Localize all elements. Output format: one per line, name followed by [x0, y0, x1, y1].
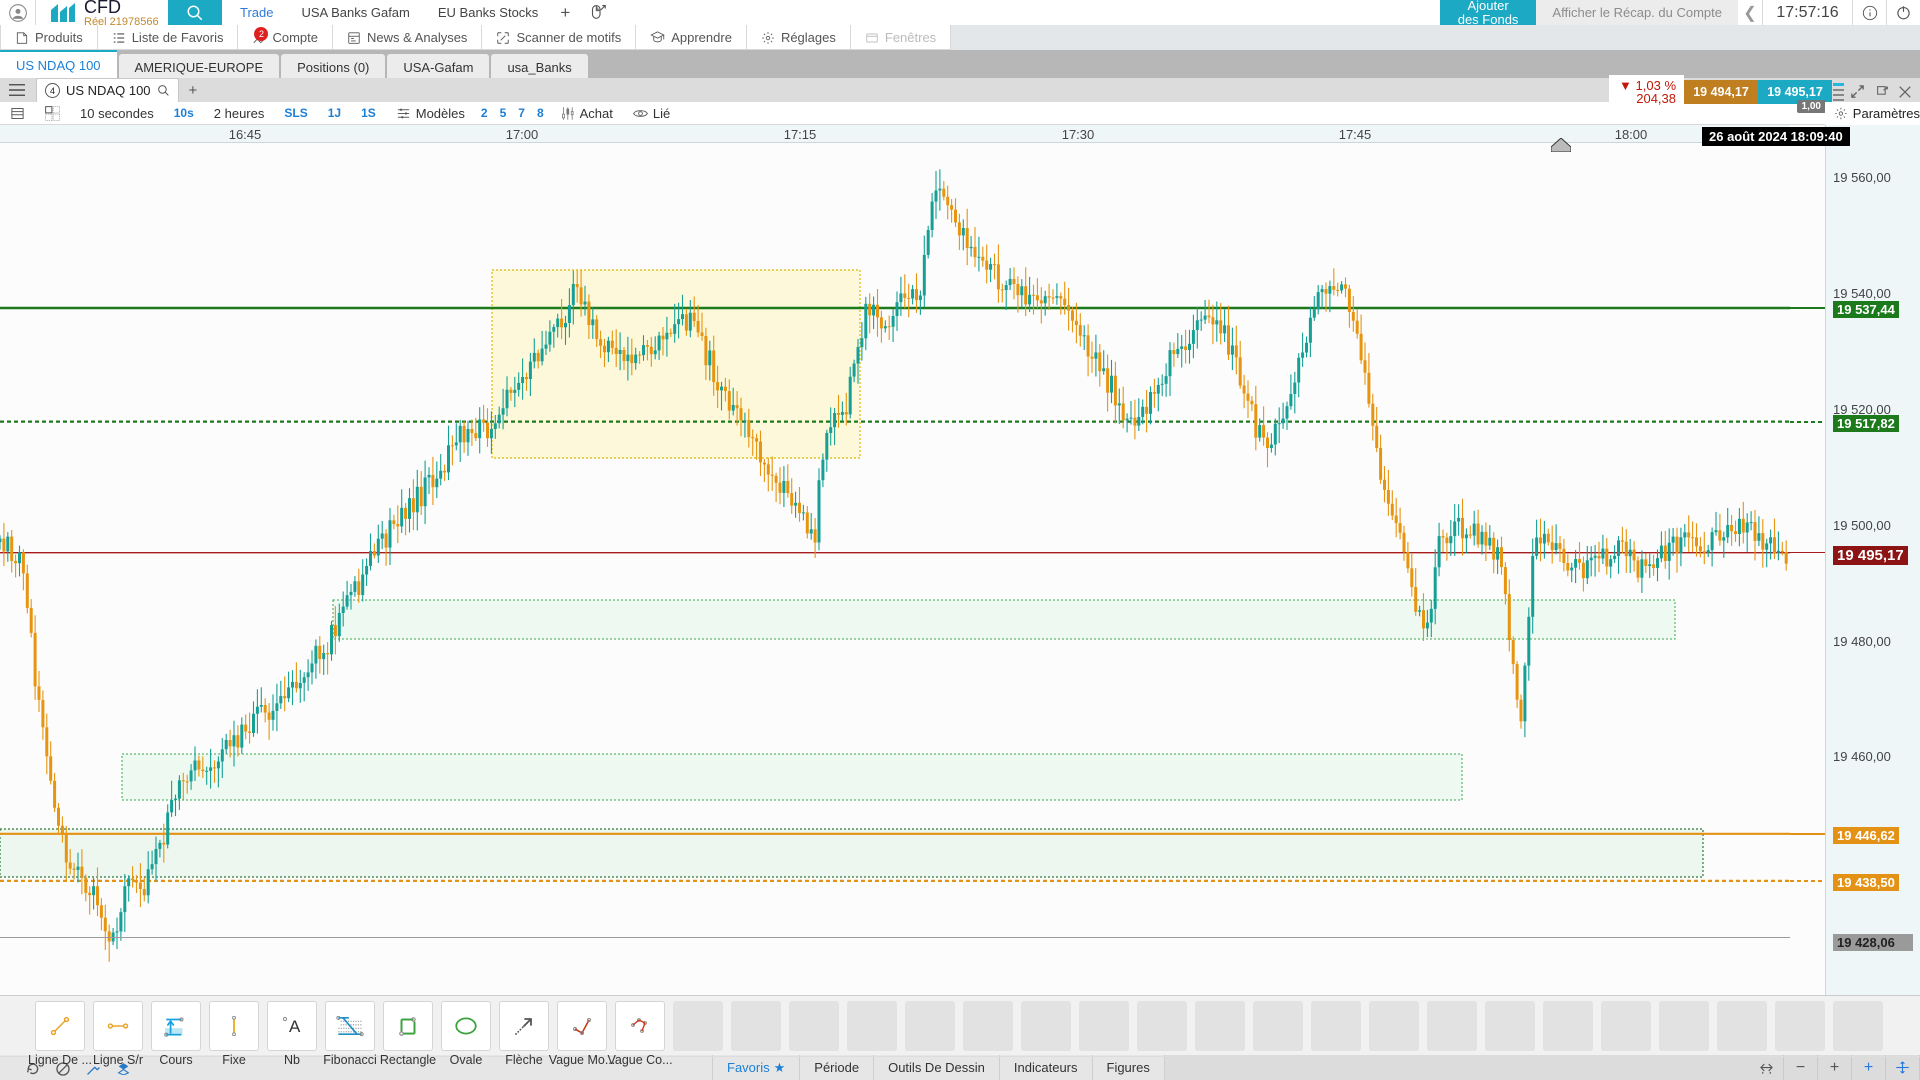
svg-text:A: A — [289, 1017, 301, 1036]
